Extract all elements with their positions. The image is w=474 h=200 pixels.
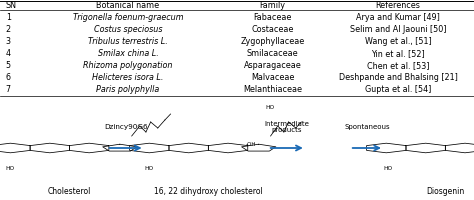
- Text: 6: 6: [6, 73, 11, 82]
- Text: -OH: -OH: [246, 142, 256, 147]
- Text: Smilax china L.: Smilax china L.: [98, 49, 158, 58]
- Text: Smilacaceae: Smilacaceae: [247, 49, 298, 58]
- Text: Malvaceae: Malvaceae: [251, 73, 294, 82]
- Text: Asparagaceae: Asparagaceae: [244, 61, 301, 70]
- Text: 3: 3: [6, 37, 11, 46]
- Text: Gupta et al. [54]: Gupta et al. [54]: [365, 85, 431, 94]
- Text: Costus speciosus: Costus speciosus: [94, 25, 162, 34]
- Text: SN: SN: [6, 1, 17, 10]
- Text: Spontaneous: Spontaneous: [344, 124, 390, 130]
- Text: Intermediate
products: Intermediate products: [264, 120, 309, 133]
- Text: Diosgenin: Diosgenin: [426, 187, 465, 196]
- Text: Trigonella foenum-graecum: Trigonella foenum-graecum: [73, 13, 183, 22]
- Text: 5: 5: [6, 61, 11, 70]
- Text: Dzincy90G6: Dzincy90G6: [104, 124, 147, 130]
- Text: Melanthiaceae: Melanthiaceae: [243, 85, 302, 94]
- Text: References: References: [376, 1, 420, 10]
- Text: Fabaceae: Fabaceae: [254, 13, 292, 22]
- Text: HO: HO: [265, 105, 274, 110]
- Text: Chen et al. [53]: Chen et al. [53]: [367, 61, 429, 70]
- Text: Tribulus terrestris L.: Tribulus terrestris L.: [88, 37, 168, 46]
- Text: HO: HO: [6, 166, 15, 170]
- Text: Yin et al. [52]: Yin et al. [52]: [371, 49, 425, 58]
- Text: HO: HO: [145, 166, 154, 170]
- Text: 16, 22 dihydroxy cholesterol: 16, 22 dihydroxy cholesterol: [154, 187, 263, 196]
- Text: Botanical name: Botanical name: [96, 1, 160, 10]
- Text: Paris polyphylla: Paris polyphylla: [96, 85, 160, 94]
- Text: Family: Family: [260, 1, 285, 10]
- Text: Wang et al., [51]: Wang et al., [51]: [365, 37, 431, 46]
- Text: HO: HO: [383, 166, 392, 170]
- Text: Costaceae: Costaceae: [251, 25, 294, 34]
- Text: Selim and Al Jaouni [50]: Selim and Al Jaouni [50]: [350, 25, 447, 34]
- Text: Deshpande and Bhalsing [21]: Deshpande and Bhalsing [21]: [339, 73, 457, 82]
- Text: 7: 7: [6, 85, 11, 94]
- Text: Zygophyllaceae: Zygophyllaceae: [240, 37, 305, 46]
- Text: 2: 2: [6, 25, 11, 34]
- Text: Cholesterol: Cholesterol: [48, 187, 91, 196]
- Text: 4: 4: [6, 49, 11, 58]
- Text: Rhizoma polygonation: Rhizoma polygonation: [83, 61, 173, 70]
- Text: 1: 1: [6, 13, 11, 22]
- Text: Arya and Kumar [49]: Arya and Kumar [49]: [356, 13, 440, 22]
- Text: Helicteres isora L.: Helicteres isora L.: [92, 73, 164, 82]
